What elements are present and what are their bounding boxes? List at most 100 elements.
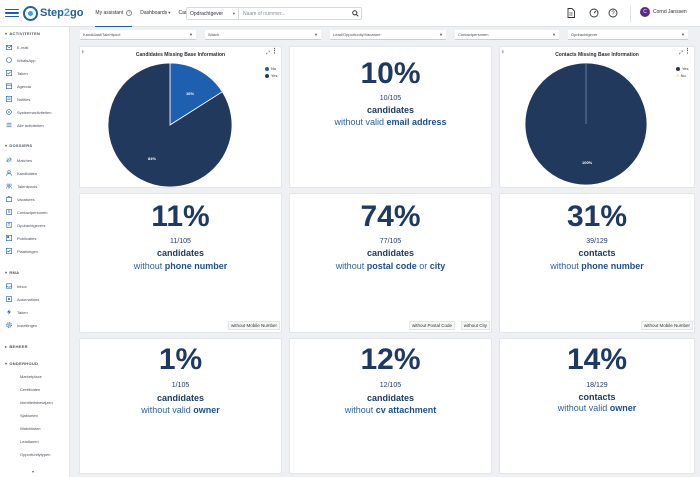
sidebar-section-dossiers[interactable]: ▾ DOSSIERS: [5, 143, 32, 148]
kpi-count: 77/105: [379, 238, 402, 245]
legend-swatch: [676, 66, 680, 71]
filter-kandidaat-talentpool[interactable]: Kandidaat/Talentpool ▼: [80, 30, 196, 40]
filter-chip[interactable]: without Postal Code: [408, 321, 455, 330]
sidebar-item-label: Alle activiteiten: [17, 122, 44, 128]
sidebar-item-watchlisten[interactable]: Watchlisten: [20, 426, 41, 431]
sidebar-item-vacatures[interactable]: Vacatures: [6, 196, 35, 202]
more-options-icon[interactable]: ⋮: [684, 48, 691, 55]
sidebar-item-publicaties[interactable]: Publicaties: [6, 235, 36, 241]
kpi-desc-text: without: [335, 261, 365, 271]
sidebar-item-opportunitytypen[interactable]: Opportunitytypen: [20, 452, 50, 457]
candidates-pie-chart: [107, 62, 233, 187]
sidebar-item-alle-activiteiten[interactable]: Alle activiteiten: [6, 122, 44, 128]
inbox-icon: [6, 283, 12, 289]
sidebar-item-label: Plaatsingen: [17, 248, 38, 254]
sidebar-item-instellingen[interactable]: Instellingen: [6, 322, 37, 328]
search-icon[interactable]: [349, 8, 361, 19]
card-contacts-phone-kpi: 31% 39/129 contacts without phone number…: [499, 193, 695, 333]
sidebar-item-notities[interactable]: Notities: [6, 96, 30, 102]
pie-legend: No Yes: [265, 66, 278, 80]
filter-contactpersonen[interactable]: Contactpersonen ▼: [455, 30, 559, 40]
kpi-subject: candidates: [156, 393, 205, 403]
contact-icon: [6, 209, 12, 215]
top-separator: [630, 5, 631, 22]
filter-chip[interactable]: without Mobile Number: [640, 321, 693, 330]
scroll-down-icon[interactable]: ▾: [32, 469, 35, 474]
kpi-count: 18/129: [586, 382, 608, 389]
sidebar-item-inbox[interactable]: Inbox: [6, 283, 27, 289]
tab-my-assistant[interactable]: My assistant ?: [95, 0, 133, 27]
avatar: C: [640, 7, 650, 17]
sidebar-item-kandidaten[interactable]: Kandidaten: [6, 170, 37, 176]
more-options-icon[interactable]: ⋮: [271, 48, 278, 55]
sidebar-item-identiteitsbewijzen[interactable]: Identiteitsbewijzen: [20, 400, 53, 405]
filter-watch[interactable]: Watch ▼: [205, 30, 321, 40]
expand-icon[interactable]: ⤢: [678, 50, 683, 56]
sidebar-item-plaatsingen[interactable]: Plaatsingen: [6, 248, 38, 254]
sidebar-item-automations[interactable]: Automations: [6, 296, 39, 302]
chevron-down-icon: ▼: [552, 32, 556, 37]
download-icon[interactable]: ⭳: [82, 49, 84, 55]
legend-item-no[interactable]: ⚠ No: [676, 73, 689, 78]
sidebar-item-label: Sjablonen: [20, 413, 38, 418]
legend-item-yes[interactable]: Yes: [265, 73, 278, 78]
filter-opdrachtgever[interactable]: Opdrachtgever ▼: [568, 30, 688, 40]
publication-icon: [6, 235, 12, 241]
sidebar-section-rma[interactable]: ▾ RMA: [5, 270, 19, 275]
document-icon[interactable]: [566, 8, 576, 18]
filter-chip[interactable]: without Mobile Number: [227, 321, 280, 330]
person-icon: [6, 170, 12, 176]
legend-item-yes[interactable]: Yes: [676, 66, 689, 71]
filter-lead-opportunity-vacature[interactable]: Lead/Opportunity/Vacature ▼: [330, 30, 446, 40]
filter-label: Contactpersonen: [458, 32, 489, 37]
sidebar-item-taken[interactable]: Taken: [6, 70, 28, 76]
card-postal-kpi: 74% 77/105 candidates without postal cod…: [289, 193, 492, 333]
card-phone-kpi: 11% 11/105 candidates without phone numb…: [79, 193, 282, 333]
legend-item-no[interactable]: No: [265, 66, 278, 71]
group-icon: [6, 183, 12, 189]
sidebar-item-opdrachtgevers[interactable]: Opdrachtgevers: [6, 222, 45, 228]
sidebar-item-agenda[interactable]: Agenda: [6, 83, 31, 89]
hamburger-menu-icon[interactable]: [5, 6, 19, 20]
download-icon[interactable]: ⭳: [502, 49, 504, 55]
kpi-subject: candidates: [366, 248, 415, 258]
search-type-select[interactable]: Opdrachtgever ▾: [187, 8, 239, 19]
help-badge-icon: ?: [126, 9, 133, 16]
expand-icon[interactable]: ⤢: [265, 50, 270, 56]
kpi-desc-highlight: city: [429, 261, 446, 271]
dashboard-gauge-icon[interactable]: [589, 8, 599, 18]
sidebar-item-label: Inbox: [17, 283, 27, 289]
sidebar-item-email[interactable]: E-mail: [6, 44, 28, 50]
sidebar-item-talentpools[interactable]: Talentpools: [6, 183, 37, 189]
search-input[interactable]: [239, 8, 349, 19]
kpi-subject: candidates: [366, 105, 415, 115]
sidebar-item-matches[interactable]: Matches: [6, 157, 32, 163]
sidebar-section-activiteiten[interactable]: ▾ ACTIVITEITEN: [5, 31, 40, 36]
sidebar-item-label: Notities: [17, 96, 31, 102]
sidebar-item-whatsapp[interactable]: WhatsApp: [6, 57, 35, 63]
sidebar-item-marketplace[interactable]: Marketplace: [20, 374, 42, 379]
kpi-desc-highlight: owner: [609, 403, 637, 413]
sidebar-section-onderhoud[interactable]: ▾ ONDERHOUD: [5, 361, 38, 366]
app-logo[interactable]: Step 2 go: [23, 5, 83, 21]
mail-icon: [6, 44, 12, 50]
sidebar-item-leadlanen[interactable]: Leadlanen: [20, 439, 39, 444]
sidebar-item-certificaten[interactable]: Certificaten: [20, 387, 40, 392]
sidebar-item-label: Vacatures: [17, 196, 35, 202]
chevron-right-icon: ▸: [5, 344, 8, 349]
sidebar-item-systeemactiviteiten[interactable]: Systeemactiviteiten: [6, 109, 51, 115]
kpi-desc-text: without: [550, 261, 579, 271]
chevron-down-icon: ▾: [5, 143, 8, 148]
filter-chip[interactable]: without City: [460, 321, 490, 330]
pie-slice-yes[interactable]: [107, 62, 233, 187]
sidebar-item-label: Matches: [17, 157, 33, 163]
sidebar-item-sjablonen[interactable]: Sjablonen: [20, 413, 38, 418]
help-icon[interactable]: ?: [608, 8, 618, 18]
user-menu[interactable]: C Cornd Janssen: [640, 7, 687, 17]
tab-dashboards[interactable]: Dashboards ▾: [140, 0, 170, 27]
sidebar-item-rma-taken[interactable]: Taken: [6, 309, 28, 315]
sidebar-item-label: Instellingen: [17, 322, 38, 328]
pie-slice-no[interactable]: [169, 62, 223, 126]
sidebar-item-contactpersonen[interactable]: Contactpersonen: [6, 209, 47, 215]
sidebar-section-beheer[interactable]: ▸ BEHEER: [5, 344, 28, 349]
